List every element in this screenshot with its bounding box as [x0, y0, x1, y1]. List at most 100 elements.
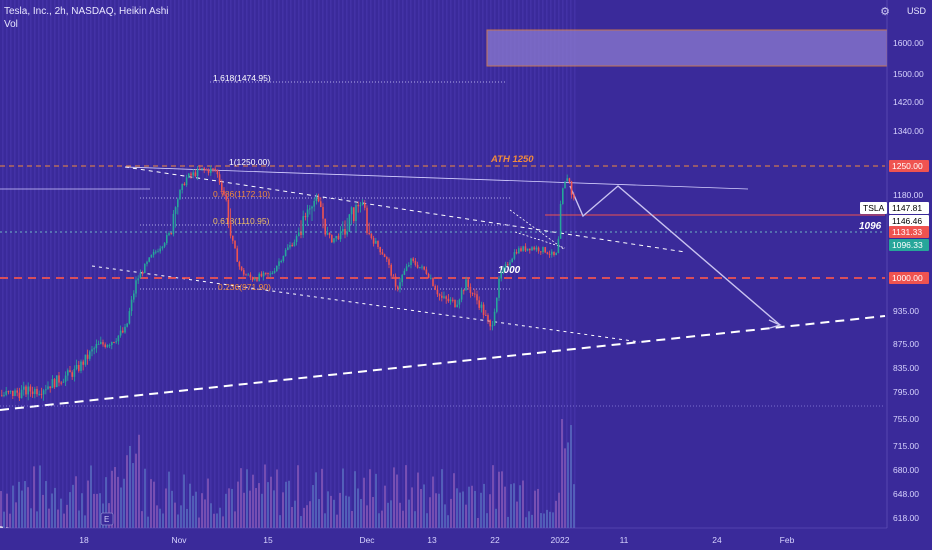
bg-stripe — [426, 0, 428, 528]
volume-bar — [168, 471, 170, 528]
candle-body — [388, 259, 390, 265]
candle-body — [339, 231, 342, 240]
volume-bar — [429, 497, 431, 528]
candle-body — [53, 379, 56, 388]
candle-body — [47, 386, 49, 390]
level-1096-label: 1096 — [859, 221, 882, 232]
candle-body — [3, 394, 5, 396]
volume-bar — [201, 493, 203, 528]
candle-body — [196, 168, 199, 177]
volume-bar — [504, 486, 506, 528]
volume-bar — [528, 511, 530, 528]
fib-1-label: 1(1250.00) — [229, 157, 270, 167]
candle-body — [304, 216, 307, 218]
bg-stripe — [346, 0, 348, 528]
candle-body — [240, 266, 243, 271]
volume-bar — [336, 514, 338, 528]
bg-stripe — [534, 0, 536, 528]
candle-body — [342, 229, 344, 232]
candle-body — [507, 264, 509, 266]
bg-stripe — [6, 0, 8, 528]
candle-body — [493, 311, 496, 326]
price-tick: 1600.00 — [893, 38, 924, 48]
candle-body — [573, 194, 575, 198]
candle-body — [260, 273, 263, 277]
volume-bar — [189, 483, 191, 528]
candle-body — [324, 218, 326, 235]
candle-body — [5, 391, 7, 395]
price-label: 1000.00 — [892, 273, 923, 283]
volume-bar — [297, 465, 299, 528]
candle-body — [258, 273, 260, 281]
volume-bar — [195, 491, 197, 528]
candle-body — [205, 169, 208, 171]
volume-bar — [351, 511, 353, 528]
volume-bar — [444, 504, 446, 528]
volume-bar — [63, 513, 65, 528]
volume-bar — [456, 488, 458, 528]
candle-body — [106, 345, 109, 348]
bg-stripe — [494, 0, 496, 528]
price-axis[interactable]: 1600.00 1500.00 1420.00 1340.00 1180.00 935.0… — [860, 0, 932, 550]
volume-bar — [249, 490, 251, 528]
candle-body — [216, 170, 219, 175]
volume-bar — [309, 501, 311, 528]
candle-body — [144, 264, 146, 274]
candle-body — [192, 172, 194, 176]
volume-bar — [282, 492, 284, 528]
volume-bar — [291, 506, 293, 528]
candle-body — [449, 299, 452, 302]
volume-bar — [258, 483, 260, 528]
volume-bar — [345, 495, 347, 528]
candle-body — [353, 207, 355, 222]
candle-body — [69, 370, 71, 373]
volume-bar — [471, 485, 473, 528]
price-tick: 618.00 — [893, 513, 919, 523]
currency-label[interactable]: USD — [906, 6, 926, 16]
candle-body — [254, 279, 256, 281]
bg-stripe — [382, 0, 384, 528]
volume-bar — [366, 505, 368, 528]
volume-bar — [492, 465, 494, 528]
volume-bars — [0, 419, 575, 528]
candle-body — [500, 272, 502, 279]
bg-stripe — [442, 0, 444, 528]
bg-stripe — [282, 0, 284, 528]
volume-bar — [285, 481, 287, 528]
bg-stripe — [38, 0, 40, 528]
volume-bar — [0, 491, 2, 528]
bg-stripe — [450, 0, 452, 528]
candle-body — [471, 292, 474, 294]
candle-body — [271, 272, 274, 274]
time-axis[interactable]: 18 Nov 15 Dec 13 22 2022 11 24 Feb — [0, 527, 887, 550]
volume-bar — [270, 476, 272, 528]
bg-stripe — [538, 0, 540, 528]
price-label-bg — [889, 272, 929, 284]
bg-stripe — [526, 0, 528, 528]
bg-stripe — [394, 0, 396, 528]
volume-bar — [333, 499, 335, 528]
volume-indicator-label[interactable]: Vol — [4, 19, 18, 30]
candle-body — [469, 286, 472, 293]
bg-stripe — [266, 0, 268, 528]
candle-body — [82, 361, 84, 365]
time-tick: Feb — [780, 535, 795, 545]
candle-body — [12, 390, 14, 396]
volume-bar — [24, 481, 26, 528]
bg-stripe — [178, 0, 180, 528]
candle-body — [243, 270, 245, 275]
bg-stripe — [190, 0, 192, 528]
candle-body — [229, 222, 232, 236]
candle-body — [278, 261, 280, 266]
bg-stripe — [554, 0, 556, 528]
gear-icon[interactable]: ⚙ — [880, 6, 890, 18]
volume-bar — [117, 476, 119, 528]
volume-bar — [375, 473, 377, 528]
price-label-bg — [889, 226, 929, 238]
volume-bar — [33, 466, 35, 528]
candle-body — [102, 342, 104, 345]
candle-body — [300, 232, 302, 235]
candle-body — [155, 251, 157, 253]
candle-body — [73, 368, 76, 377]
